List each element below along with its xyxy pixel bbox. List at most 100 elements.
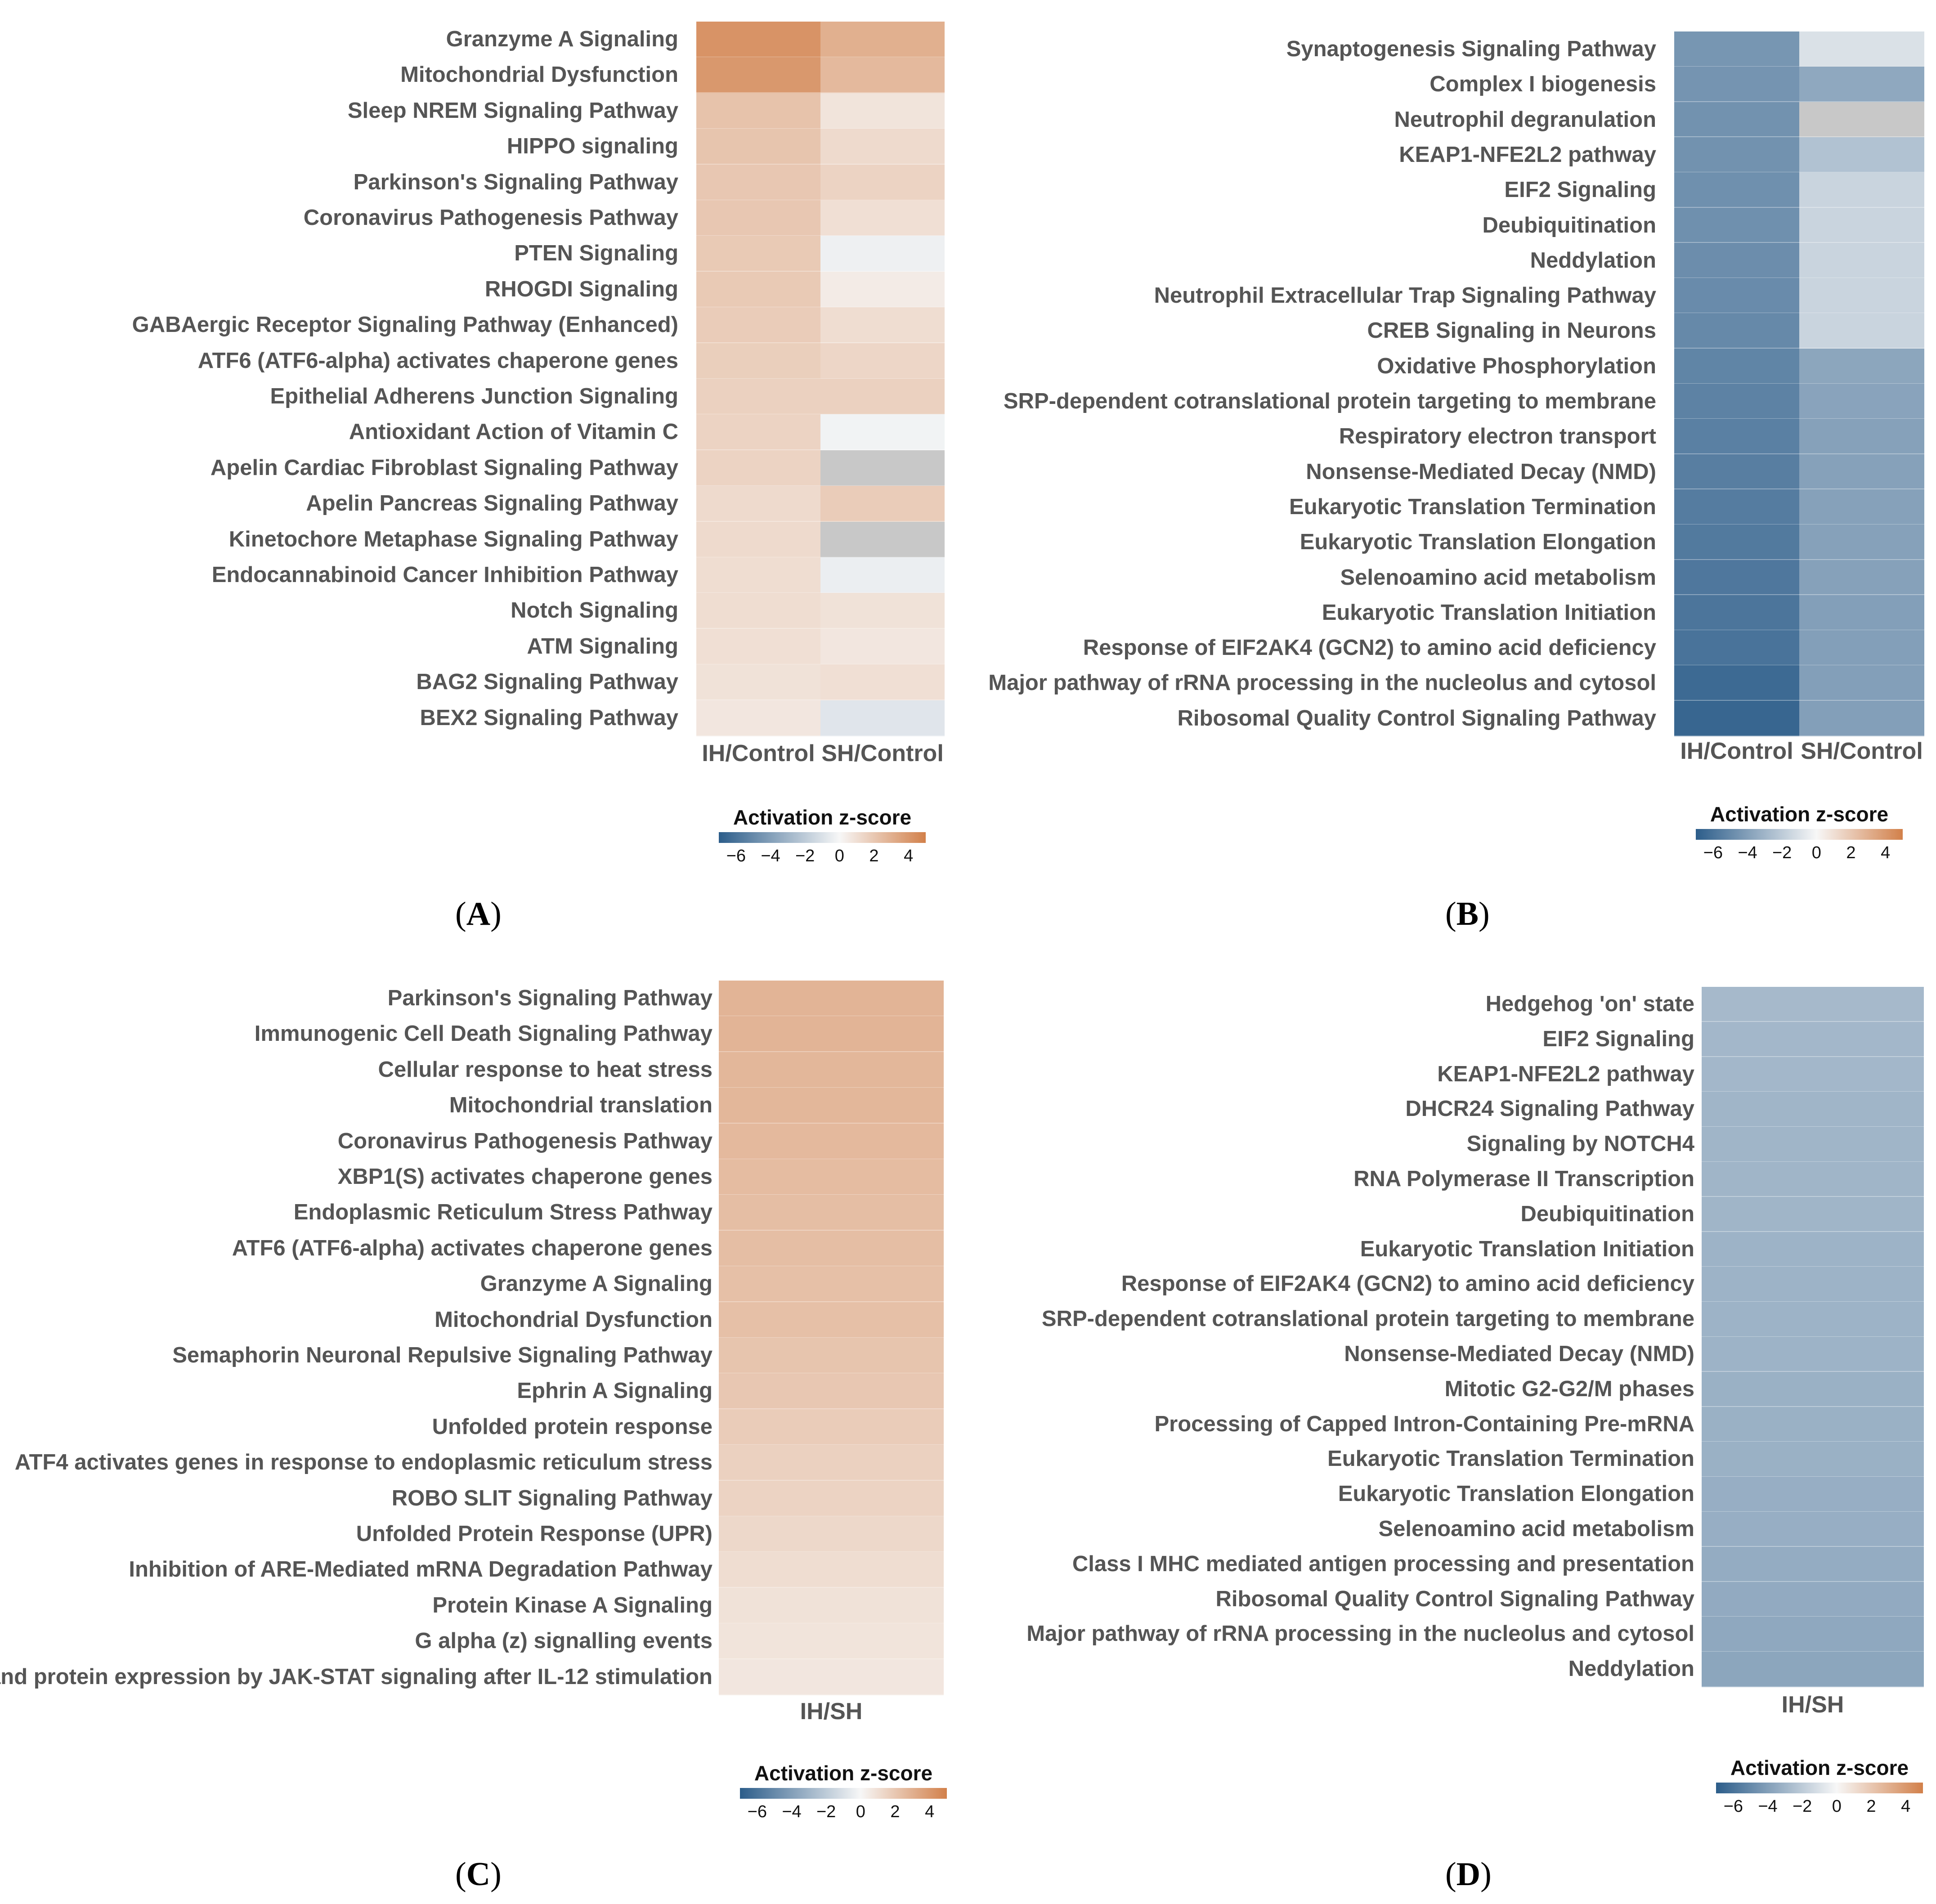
row-label: Mitochondrial Dysfunction bbox=[435, 1307, 713, 1332]
heatmap-cell bbox=[719, 1266, 944, 1303]
column-label: IH/Control bbox=[1680, 738, 1793, 764]
legend-tick-label: 4 bbox=[904, 847, 914, 865]
heatmap-cell bbox=[1674, 419, 1799, 455]
heatmap-cell bbox=[1799, 595, 1924, 631]
row-label: Apelin Pancreas Signaling Pathway bbox=[306, 491, 678, 516]
panel-label: (D) bbox=[1445, 1856, 1492, 1893]
heatmap-cell bbox=[719, 1338, 944, 1374]
heatmap-cell bbox=[696, 200, 820, 236]
row-label: CREB Signaling in Neurons bbox=[1367, 318, 1656, 343]
legend-tick-label: −2 bbox=[1772, 843, 1792, 862]
heatmap-cell bbox=[719, 1088, 944, 1124]
heatmap-cell bbox=[719, 1016, 944, 1053]
heatmap-cell bbox=[820, 628, 945, 665]
heatmap-cell bbox=[1799, 524, 1924, 560]
row-label: EIF2 Signaling bbox=[1542, 1026, 1694, 1051]
legend-tick-label: −2 bbox=[1792, 1797, 1812, 1816]
legend-tick bbox=[1767, 1793, 1769, 1797]
heatmap-cell bbox=[696, 521, 820, 558]
legend-title: Activation z-score bbox=[1710, 802, 1889, 826]
legend-tick-label: 2 bbox=[1866, 1797, 1876, 1816]
legend-tick bbox=[1905, 1793, 1907, 1797]
row-label: Response of EIF2AK4 (GCN2) to amino acid… bbox=[1121, 1272, 1694, 1296]
heatmap-cell bbox=[1799, 207, 1924, 243]
row-label: Neutrophil Extracellular Trap Signaling … bbox=[1154, 283, 1656, 308]
heatmap-cell bbox=[696, 700, 820, 736]
legend-tick bbox=[1802, 1793, 1803, 1797]
heatmap-cell bbox=[1702, 1652, 1924, 1687]
heatmap-cell bbox=[1799, 278, 1924, 314]
row-label: ATF4 activates genes in response to endo… bbox=[14, 1450, 713, 1475]
heatmap-cell bbox=[820, 414, 945, 451]
legend-tick bbox=[1836, 1793, 1838, 1797]
heatmap-cell bbox=[719, 1445, 944, 1481]
heatmap-cell bbox=[1702, 1057, 1924, 1092]
legend-tick-label: −2 bbox=[795, 847, 815, 865]
legend-tick bbox=[825, 1799, 827, 1802]
heatmap-cell bbox=[696, 379, 820, 415]
row-label: KEAP1-NFE2L2 pathway bbox=[1399, 142, 1656, 167]
heatmap-cell bbox=[1799, 348, 1924, 384]
legend-tick-label: −6 bbox=[1703, 843, 1723, 862]
heatmap-cell bbox=[1702, 1546, 1924, 1582]
row-label: Notch Signaling bbox=[511, 598, 678, 623]
heatmap-cell bbox=[820, 22, 945, 58]
row-label: SRP-dependent cotranslational protein ta… bbox=[1041, 1307, 1694, 1331]
row-label: Eukaryotic Translation Termination bbox=[1289, 494, 1656, 519]
legend-tick-label: −6 bbox=[1723, 1797, 1743, 1816]
legend-tick-label: −6 bbox=[726, 847, 746, 865]
heatmap-cell bbox=[1702, 1092, 1924, 1127]
legend-tick bbox=[1851, 840, 1852, 843]
legend-tick bbox=[1816, 840, 1818, 843]
row-label: Nonsense-Mediated Decay (NMD) bbox=[1344, 1342, 1694, 1366]
heatmap-cell bbox=[820, 57, 945, 94]
row-label: Neddylation bbox=[1530, 248, 1656, 273]
row-label: Eukaryotic Translation Elongation bbox=[1338, 1482, 1694, 1506]
heatmap-cell bbox=[1674, 524, 1799, 560]
heatmap-cell bbox=[696, 22, 820, 58]
legend-title: Activation z-score bbox=[754, 1761, 933, 1785]
legend-tick bbox=[1733, 1793, 1734, 1797]
legend-tick bbox=[839, 843, 841, 847]
column-label: SH/Control bbox=[821, 740, 944, 766]
row-label: ATF6 (ATF6-alpha) activates chaperone ge… bbox=[197, 348, 678, 373]
heatmap-cell bbox=[820, 486, 945, 522]
row-label: SRP-dependent cotranslational protein ta… bbox=[1003, 389, 1656, 413]
heatmap-cell bbox=[719, 1302, 944, 1338]
legend-tick-label: −2 bbox=[816, 1802, 836, 1821]
heatmap-cell bbox=[696, 129, 820, 165]
color-legend: Activation z-score −6 −4 −2 0 2 4 bbox=[719, 805, 926, 873]
legend-color-bar bbox=[1716, 1783, 1923, 1793]
heatmap-cell bbox=[696, 450, 820, 486]
legend-tick bbox=[770, 843, 771, 847]
row-label: Signaling by NOTCH4 bbox=[1466, 1132, 1694, 1156]
row-label: Ephrin A Signaling bbox=[517, 1379, 713, 1403]
heatmap-cell bbox=[1799, 419, 1924, 455]
heatmap-cell bbox=[1799, 665, 1924, 701]
heatmap-cell bbox=[719, 1159, 944, 1195]
row-label: Response of EIF2AK4 (GCN2) to amino acid… bbox=[1083, 636, 1656, 660]
heatmap-cell bbox=[1799, 700, 1924, 736]
legend-color-bar bbox=[740, 1788, 947, 1799]
heatmap-cell bbox=[696, 486, 820, 522]
heatmap-cell bbox=[719, 1516, 944, 1552]
heatmap-cell bbox=[1702, 1371, 1924, 1407]
legend-tick-label: −4 bbox=[782, 1802, 802, 1821]
row-label: Apelin Cardiac Fibroblast Signaling Path… bbox=[210, 455, 678, 480]
row-label: Deubiquitination bbox=[1520, 1201, 1695, 1226]
panel-label: (B) bbox=[1445, 896, 1490, 932]
heatmap-cell bbox=[1702, 1617, 1924, 1652]
heatmap-cell bbox=[1674, 137, 1799, 173]
heatmap-cell bbox=[1674, 595, 1799, 631]
heatmap-cell bbox=[1674, 630, 1799, 666]
heatmap-cell bbox=[820, 557, 945, 593]
legend-tick-label: 4 bbox=[925, 1802, 935, 1821]
legend-tick bbox=[757, 1799, 758, 1802]
row-label: Granzyme A Signaling bbox=[480, 1272, 713, 1296]
heatmap-cell bbox=[719, 981, 944, 1017]
heatmap-cell bbox=[719, 1123, 944, 1160]
heatmap-cell bbox=[719, 1373, 944, 1410]
row-label: Unfolded Protein Response (UPR) bbox=[356, 1522, 713, 1546]
heatmap-cell bbox=[1702, 1021, 1924, 1057]
heatmap-cell bbox=[719, 1195, 944, 1231]
